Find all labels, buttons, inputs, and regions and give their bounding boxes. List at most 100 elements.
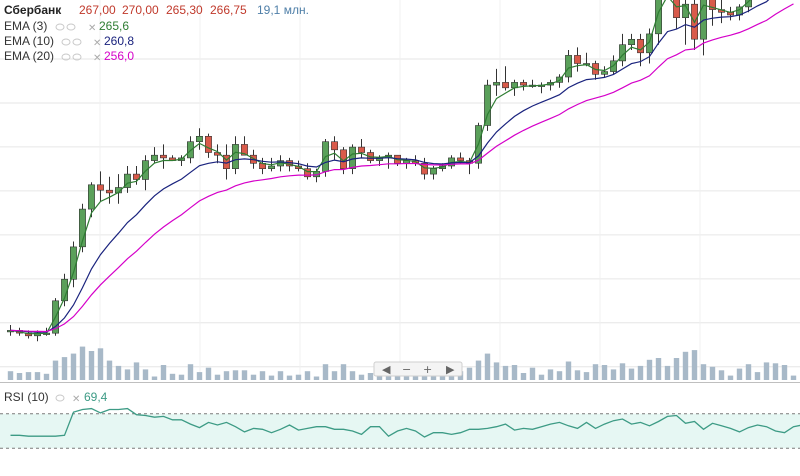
- candle-body: [637, 38, 645, 54]
- candle-up[interactable]: [529, 79, 537, 88]
- candle-up[interactable]: [151, 147, 158, 164]
- candle-up[interactable]: [385, 152, 392, 169]
- candle-up[interactable]: [115, 174, 122, 204]
- volume-bar: [223, 371, 230, 380]
- volume-bar: [358, 374, 365, 380]
- volume-bar: [574, 370, 581, 380]
- ema20-visibility-icon[interactable]: [61, 53, 71, 61]
- candle-up[interactable]: [142, 155, 149, 191]
- volume-bar: [691, 350, 698, 380]
- navigator-box[interactable]: [373, 361, 463, 377]
- rsi-value: 69,4: [84, 390, 108, 404]
- candle-up[interactable]: [196, 128, 203, 150]
- volume-bar: [16, 373, 23, 380]
- candle-body: [565, 55, 573, 78]
- volume-bar: [556, 371, 563, 380]
- candle-down[interactable]: [97, 171, 104, 201]
- candle-down[interactable]: [727, 6, 735, 21]
- candle-body: [340, 149, 347, 170]
- volume-bar: [628, 368, 635, 380]
- ohlc-high: 270,00: [122, 3, 159, 17]
- volume-bar: [268, 375, 275, 380]
- candle-up[interactable]: [565, 50, 573, 83]
- candle-down[interactable]: [205, 133, 212, 158]
- candle-body: [655, 0, 663, 35]
- candle-body: [97, 184, 104, 191]
- scroll-right-button[interactable]: ▶: [446, 363, 455, 376]
- candle-up[interactable]: [646, 28, 654, 64]
- candle-body: [574, 55, 582, 64]
- ohlc-low: 265,30: [166, 3, 203, 17]
- volume-bar: [583, 372, 590, 380]
- volume-bar: [367, 373, 374, 380]
- ema10-visibility-icon[interactable]: [61, 38, 71, 46]
- volume-bar: [493, 362, 500, 380]
- ema10-settings-icon[interactable]: [72, 38, 82, 46]
- ema10-label: EMA (10): [4, 34, 54, 48]
- candle-body: [493, 82, 500, 86]
- candle-down[interactable]: [421, 157, 428, 180]
- candle-body: [88, 184, 95, 210]
- volume-bar: [142, 369, 149, 380]
- candle-body: [79, 208, 86, 248]
- candle-up[interactable]: [475, 122, 482, 169]
- ema20-close-icon[interactable]: ✕: [93, 53, 101, 64]
- volume-bar: [772, 363, 779, 380]
- rsi-close-icon[interactable]: ✕: [72, 394, 80, 405]
- ema3-visibility-icon[interactable]: [55, 23, 65, 31]
- scroll-left-button[interactable]: ◀: [382, 363, 391, 376]
- ema3-close-icon[interactable]: ✕: [88, 23, 96, 34]
- volume-bar: [43, 373, 50, 380]
- candle-up[interactable]: [655, 0, 663, 45]
- candle-body: [601, 71, 609, 75]
- candle-down[interactable]: [520, 79, 528, 91]
- candle-down[interactable]: [331, 136, 338, 161]
- chart-navigator[interactable]: ◀ − + ▶: [373, 361, 463, 377]
- candle-up[interactable]: [124, 166, 131, 193]
- candle-down[interactable]: [718, 0, 726, 24]
- candle-body: [709, 0, 717, 10]
- ema10-close-icon[interactable]: ✕: [93, 38, 101, 49]
- candle-down[interactable]: [241, 136, 248, 156]
- candle-up[interactable]: [601, 66, 609, 77]
- rsi-line: [10, 407, 800, 438]
- candle-down[interactable]: [358, 139, 365, 158]
- candle-up[interactable]: [493, 68, 500, 96]
- candle-body: [232, 144, 239, 169]
- volume-bar: [745, 364, 752, 380]
- volume-bar: [655, 358, 662, 380]
- zoom-out-button[interactable]: −: [402, 363, 411, 376]
- candle-down[interactable]: [673, 0, 681, 29]
- volume-bar: [511, 365, 518, 380]
- candle-up[interactable]: [619, 33, 627, 67]
- volume-bar: [700, 364, 707, 380]
- candle-up[interactable]: [88, 182, 95, 218]
- candle-down[interactable]: [160, 144, 167, 169]
- candle-up[interactable]: [547, 79, 555, 91]
- candle-down[interactable]: [106, 176, 113, 204]
- candle-body: [520, 82, 528, 86]
- candle-up[interactable]: [79, 203, 86, 253]
- volume-bar: [754, 372, 761, 380]
- candle-body: [304, 168, 311, 178]
- ema20-settings-icon[interactable]: [72, 53, 82, 61]
- candle-up[interactable]: [484, 79, 491, 131]
- candle-up[interactable]: [736, 4, 744, 21]
- volume-bar: [412, 373, 419, 380]
- candle-down[interactable]: [502, 66, 509, 91]
- candle-body: [673, 0, 681, 19]
- candle-up[interactable]: [232, 136, 239, 175]
- ema3-settings-icon[interactable]: [66, 23, 76, 31]
- volume-bar: [331, 371, 338, 380]
- volume-bar: [664, 365, 671, 380]
- zoom-in-button[interactable]: +: [423, 363, 432, 376]
- candle-body: [205, 136, 212, 153]
- ema3-value: 265,6: [99, 19, 129, 33]
- candle-down[interactable]: [709, 0, 717, 26]
- candle-up[interactable]: [538, 82, 546, 94]
- candlesticks[interactable]: [7, 0, 796, 342]
- volume-bar: [178, 374, 185, 380]
- volume-bar: [241, 370, 248, 380]
- candle-down[interactable]: [574, 47, 582, 72]
- rsi-visibility-icon[interactable]: [55, 394, 65, 402]
